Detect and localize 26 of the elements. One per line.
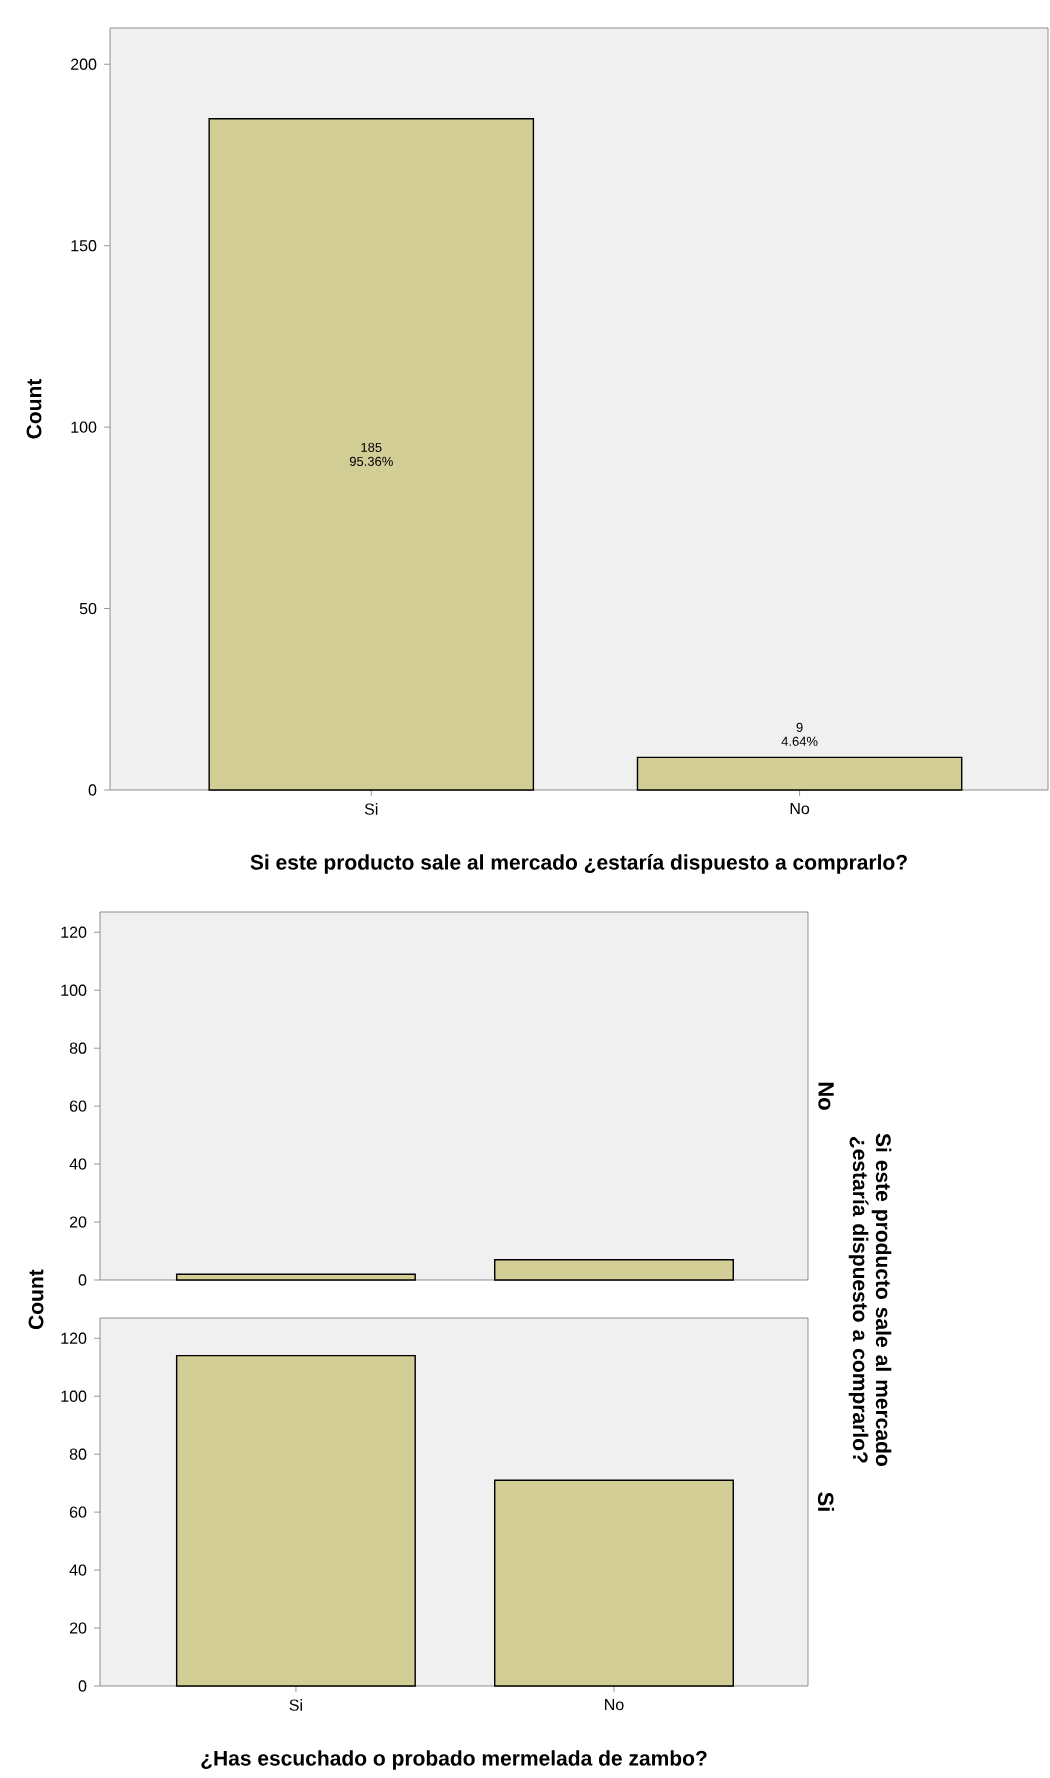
y2-axis-title: Si este producto sale al mercado ¿estaría dispuesto a comprarlo? — [848, 1133, 892, 1466]
y-tick-label: 60 — [69, 1100, 87, 1112]
y-tick-label: 60 — [69, 1506, 87, 1518]
y-tick-label: 50 — [79, 602, 97, 615]
text: Si — [817, 1492, 835, 1511]
y-tick-label: 100 — [61, 984, 87, 996]
y-tick-label: 80 — [69, 1448, 87, 1460]
y-tick-label: 20 — [69, 1622, 87, 1634]
y-tick-label: 0 — [88, 784, 97, 796]
x-axis-title: Si este producto sale al mercado ¿estaría dispuesto a comprarlo? — [250, 854, 907, 874]
y-tick-label: 100 — [71, 421, 97, 433]
y-tick-label: 120 — [61, 926, 87, 938]
y-axis-title: Count — [26, 378, 42, 439]
y-tick-label: 100 — [61, 1390, 87, 1402]
y-tick-label: 0 — [78, 1680, 87, 1692]
y-tick-label: 80 — [69, 1042, 87, 1054]
y-tick-label: 40 — [69, 1564, 87, 1576]
y-tick-label: 20 — [69, 1216, 87, 1228]
y-tick-label: 0 — [78, 1274, 87, 1286]
y-tick-label: 40 — [69, 1158, 87, 1170]
x-axis-title: ¿Has escuchado o probado mermelada de zambo? — [201, 1750, 707, 1770]
y-tick-label: 150 — [71, 240, 97, 252]
y-tick-label: 200 — [71, 58, 97, 70]
text: No — [818, 1082, 834, 1110]
y-tick-label: 120 — [61, 1332, 87, 1344]
y-axis-title: Count — [28, 1269, 44, 1330]
